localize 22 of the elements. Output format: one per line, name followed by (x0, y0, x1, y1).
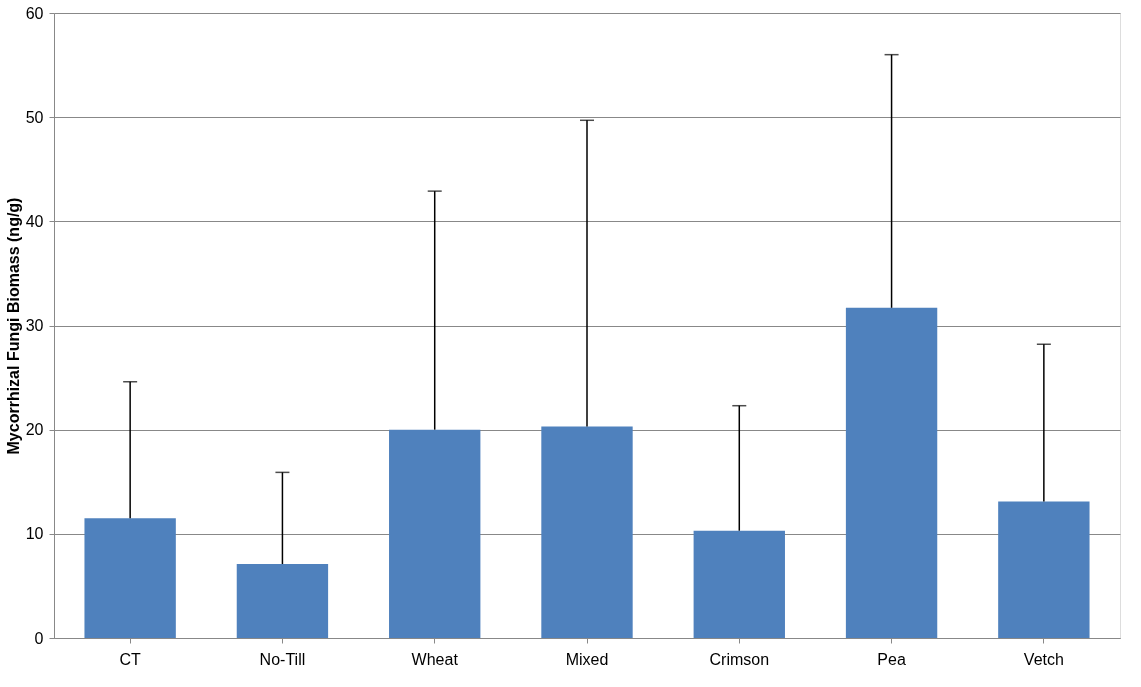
x-tick-label: Vetch (1023, 650, 1064, 668)
x-tick-label: Wheat (411, 650, 459, 668)
y-tick-label: 40 (25, 212, 44, 230)
x-tick-label: No-Till (259, 650, 306, 668)
x-tick-label: Mixed (565, 650, 609, 668)
y-tick-label: 50 (25, 108, 44, 126)
bar (389, 429, 481, 638)
y-tick-label: 20 (25, 421, 44, 439)
y-tick-label: 10 (25, 525, 44, 543)
y-tick-label: 60 (25, 4, 44, 22)
y-tick-label: 30 (25, 317, 44, 334)
x-tick-label: Crimson (709, 650, 770, 668)
y-tick-label: 0 (34, 629, 44, 647)
bar (845, 307, 938, 638)
bar (541, 426, 633, 638)
y-axis-title: Mycorrhizal Fungi Biomass (ng/g) (4, 197, 22, 455)
bar (236, 564, 329, 638)
x-tick-label: Pea (877, 650, 906, 668)
x-tick-label: CT (119, 650, 142, 668)
bar (84, 518, 176, 638)
bar (998, 501, 1090, 638)
bar (693, 530, 785, 638)
